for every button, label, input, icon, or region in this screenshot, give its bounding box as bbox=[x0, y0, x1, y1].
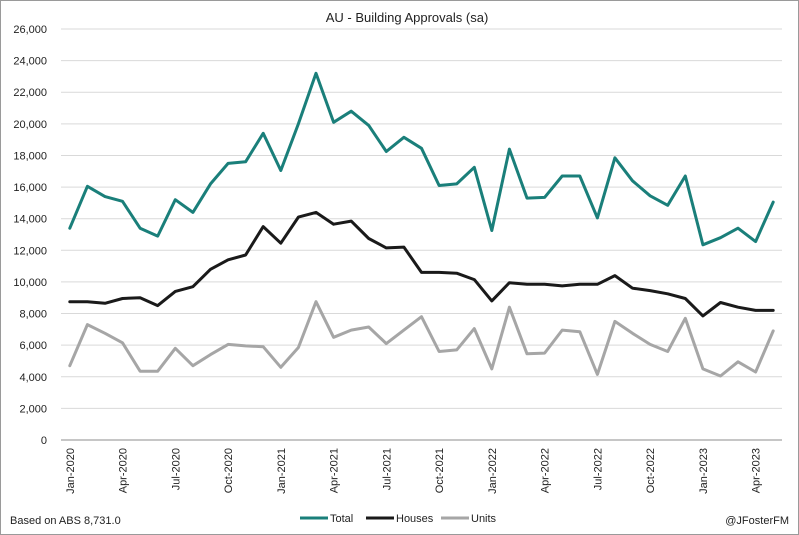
x-tick-label: Apr-2023 bbox=[751, 448, 763, 493]
series-line-houses bbox=[68, 210, 775, 318]
gridlines bbox=[61, 28, 782, 441]
x-tick-label: Jan-2020 bbox=[65, 448, 77, 494]
y-tick-label: 2,000 bbox=[19, 403, 47, 415]
y-tick-label: 20,000 bbox=[13, 119, 47, 131]
y-tick-label: 22,000 bbox=[13, 87, 47, 99]
y-tick-label: 24,000 bbox=[13, 56, 47, 68]
series-line-total bbox=[68, 71, 775, 247]
y-tick-label: 12,000 bbox=[13, 245, 47, 257]
x-tick-label: Oct-2021 bbox=[434, 448, 446, 493]
x-tick-label: Jul-2020 bbox=[170, 448, 182, 490]
y-tick-label: 14,000 bbox=[13, 214, 47, 226]
x-tick-label: Jan-2022 bbox=[487, 448, 499, 494]
y-tick-label: 26,000 bbox=[13, 24, 47, 36]
legend-label: Units bbox=[471, 513, 497, 525]
author-handle: @JFosterFM bbox=[725, 515, 789, 527]
y-tick-label: 10,000 bbox=[13, 277, 47, 289]
y-tick-label: 0 bbox=[41, 435, 47, 447]
legend-label: Total bbox=[330, 513, 353, 525]
x-axis-labels: Jan-2020 Apr-2020 Jul-2020 Oct-2020 Jan-2021… bbox=[65, 448, 763, 494]
x-tick-label: Jul-2022 bbox=[592, 448, 604, 490]
y-tick-label: 16,000 bbox=[13, 182, 47, 194]
chart-title: AU - Building Approvals (sa) bbox=[326, 10, 489, 25]
x-tick-label: Jan-2021 bbox=[276, 448, 288, 494]
x-tick-label: Jul-2021 bbox=[381, 448, 393, 490]
source-note: Based on ABS 8,731.0 bbox=[10, 515, 121, 527]
legend: Total Houses Units bbox=[300, 513, 497, 525]
y-tick-label: 18,000 bbox=[13, 150, 47, 162]
x-tick-label: Jan-2023 bbox=[698, 448, 710, 494]
y-axis-labels: 0 2,000 4,000 6,000 8,000 10,000 12,000 14,000 1… bbox=[13, 24, 47, 447]
x-tick-label: Oct-2020 bbox=[223, 448, 235, 493]
x-tick-label: Apr-2021 bbox=[329, 448, 341, 493]
y-tick-label: 8,000 bbox=[19, 309, 47, 321]
x-tick-label: Apr-2022 bbox=[540, 448, 552, 493]
y-tick-label: 4,000 bbox=[19, 372, 47, 384]
x-tick-label: Oct-2022 bbox=[645, 448, 657, 493]
y-tick-label: 6,000 bbox=[19, 340, 47, 352]
legend-label: Houses bbox=[396, 513, 434, 525]
series-lines bbox=[68, 71, 775, 378]
x-tick-label: Apr-2020 bbox=[118, 448, 130, 493]
series-line-units bbox=[68, 300, 775, 378]
